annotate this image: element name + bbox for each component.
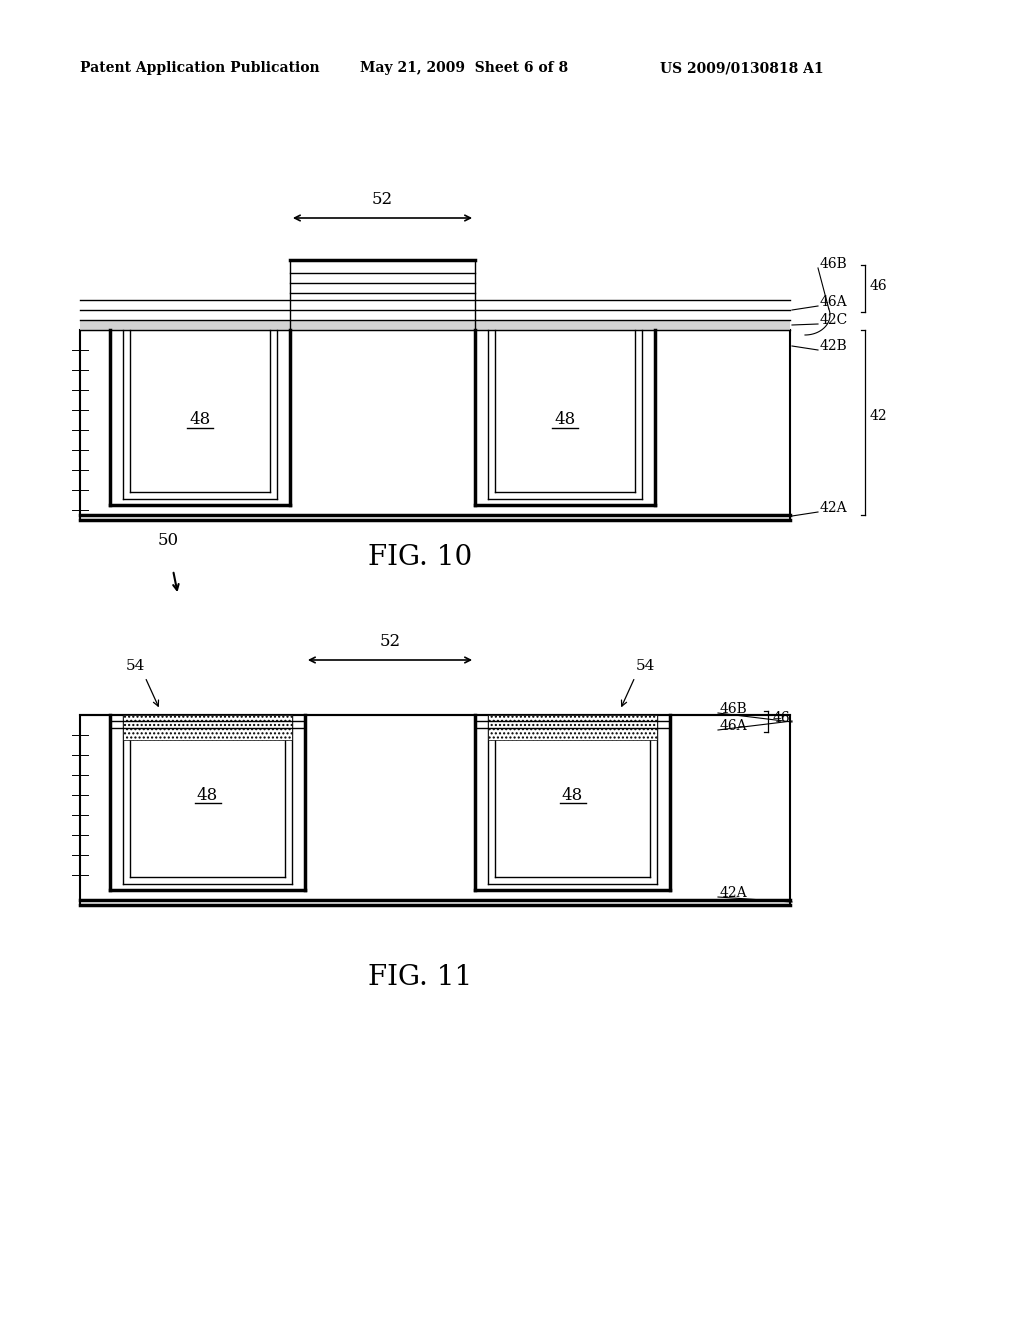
Text: FIG. 11: FIG. 11 [368,964,472,991]
Text: 46: 46 [870,279,888,293]
Text: 42A: 42A [720,886,748,900]
Text: 52: 52 [380,634,400,649]
Text: 46B: 46B [820,257,848,271]
Bar [488,715,657,741]
Text: 48: 48 [562,787,583,804]
Text: 46B: 46B [720,702,748,715]
Text: 42A: 42A [820,502,848,515]
Text: FIG. 10: FIG. 10 [368,544,472,572]
Text: 46A: 46A [720,719,748,733]
Text: US 2009/0130818 A1: US 2009/0130818 A1 [660,61,823,75]
Text: 42: 42 [870,409,888,422]
Text: 50: 50 [158,532,178,549]
Text: 48: 48 [197,787,218,804]
Text: May 21, 2009  Sheet 6 of 8: May 21, 2009 Sheet 6 of 8 [360,61,568,75]
Text: 54: 54 [125,659,144,673]
Bar [80,319,790,330]
Bar [80,330,790,520]
Bar [80,310,790,319]
Text: 46A: 46A [820,294,848,309]
Text: 42C: 42C [820,313,848,327]
Text: 46: 46 [773,710,791,725]
Text: Patent Application Publication: Patent Application Publication [80,61,319,75]
Text: 52: 52 [372,191,393,209]
Text: 54: 54 [635,659,654,673]
Text: 42B: 42B [820,339,848,352]
Bar [80,715,790,906]
Bar [123,715,292,741]
Text: 48: 48 [189,412,211,429]
Text: 48: 48 [554,412,575,429]
